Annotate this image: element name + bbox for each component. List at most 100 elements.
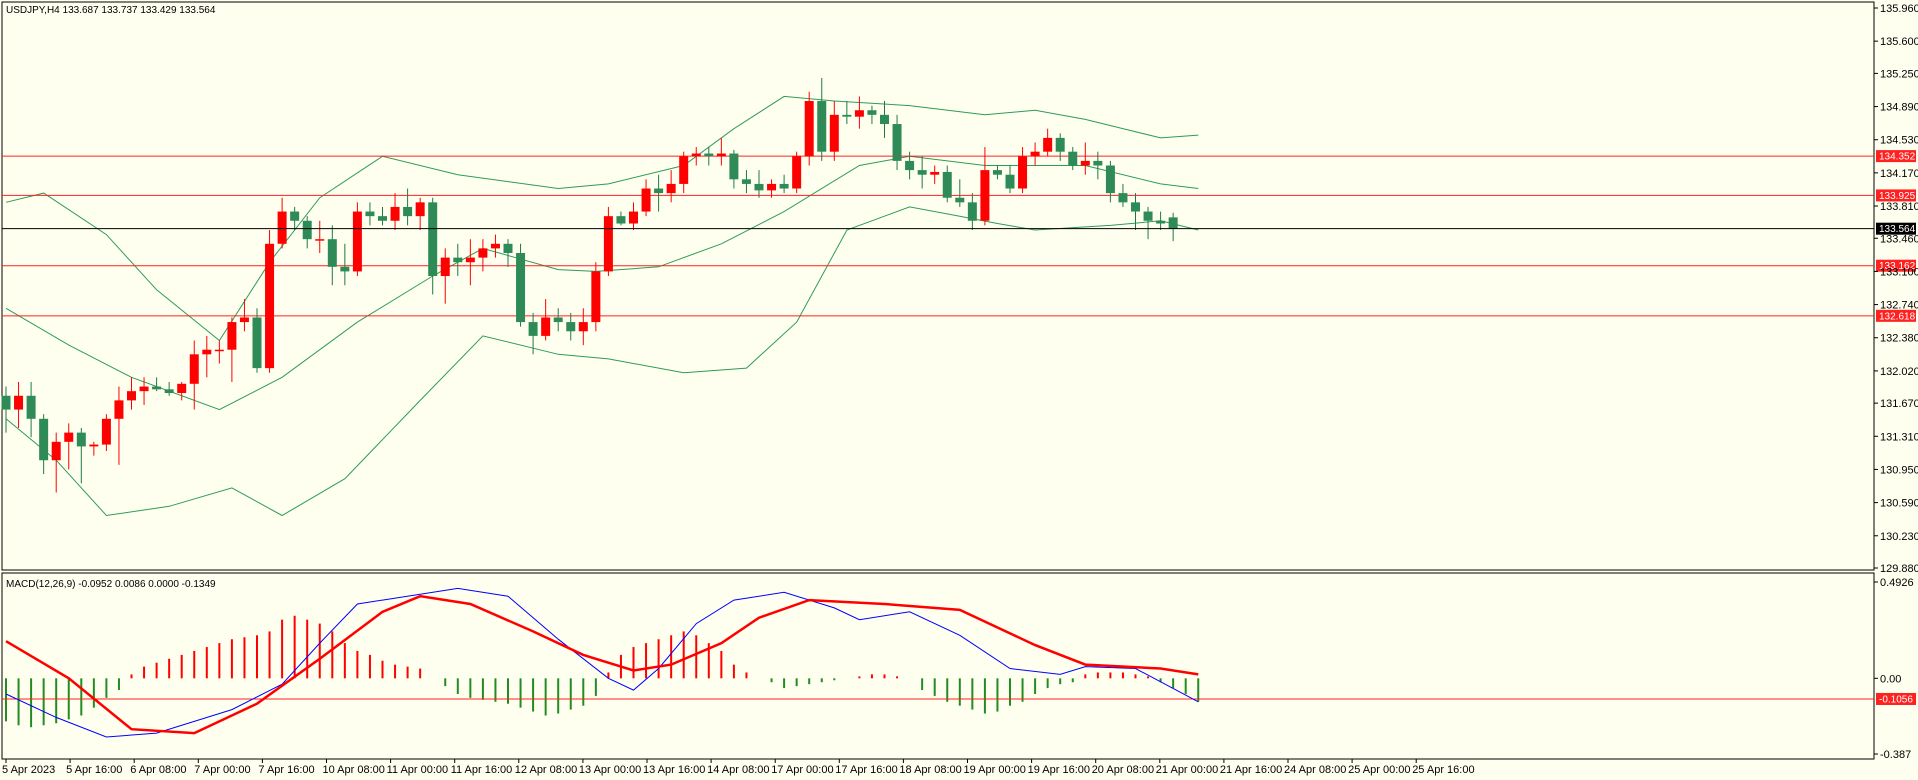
candle-body <box>164 389 174 393</box>
candle-body <box>189 354 199 384</box>
candle-body <box>566 322 576 332</box>
time-tick-label: 21 Apr 16:00 <box>1220 764 1282 776</box>
candles <box>1 78 1178 493</box>
candle-body <box>905 160 915 171</box>
bb-lower-line <box>5 206 1199 517</box>
candle-body <box>89 444 99 447</box>
candle-body <box>1105 165 1115 194</box>
time-tick-label: 19 Apr 00:00 <box>964 764 1026 776</box>
macd-main-line <box>5 587 1199 738</box>
time-tick-label: 5 Apr 16:00 <box>66 764 122 776</box>
candle-body <box>302 220 312 240</box>
candle-body <box>1168 217 1178 229</box>
candle-body <box>327 239 337 267</box>
candle-body <box>64 432 74 442</box>
candle-body <box>842 114 852 117</box>
level-tag-text-4: 132.618 <box>1879 311 1916 322</box>
time-tick-label: 10 Apr 08:00 <box>323 764 385 776</box>
candle-body <box>729 153 739 180</box>
level-tag-text-2: 133.925 <box>1879 191 1916 202</box>
candle-body <box>277 211 287 244</box>
candle-body <box>503 243 513 253</box>
candle-body <box>26 395 36 419</box>
candle-body <box>1080 160 1090 166</box>
price-panel <box>1 1 1875 571</box>
level-tag-3 <box>1876 259 1916 272</box>
time-tick-label: 25 Apr 16:00 <box>1412 764 1474 776</box>
candle-body <box>239 317 249 323</box>
candle-body <box>528 322 538 336</box>
current-price-line: 133.564 <box>2 222 1916 235</box>
candle-body <box>39 418 49 461</box>
candle-body <box>265 243 275 369</box>
candle-body <box>127 391 136 401</box>
candle-body <box>139 386 149 392</box>
candle-body <box>378 216 387 221</box>
price-tick-label: 132.740 <box>1880 300 1918 312</box>
candle-body <box>453 257 463 263</box>
level-tag-text-1: 134.352 <box>1879 152 1916 163</box>
price-axis: 135.960 135.600 135.250 134.890 134.530 134.1… <box>1874 3 1918 575</box>
price-tick-label: 129.880 <box>1880 563 1918 575</box>
time-tick-label: 17 Apr 00:00 <box>771 764 833 776</box>
candle-body <box>516 253 526 323</box>
candle-body <box>967 202 977 221</box>
macd-signal-line <box>5 594 1199 735</box>
time-tick-label: 7 Apr 16:00 <box>258 764 314 776</box>
symbol-header: USDJPY,H4 133.687 133.737 133.429 133.56… <box>6 5 216 16</box>
time-tick-label: 20 Apr 08:00 <box>1092 764 1154 776</box>
candle-body <box>880 114 889 125</box>
candle-body <box>1043 137 1053 152</box>
candle-body <box>817 101 827 152</box>
candle-body <box>478 248 488 258</box>
candle-body <box>716 153 726 157</box>
candle-body <box>340 266 350 272</box>
candle-body <box>679 156 689 184</box>
price-tick-label: 133.810 <box>1880 201 1918 213</box>
candle-body <box>691 153 701 157</box>
level-tag-4 <box>1876 309 1916 322</box>
macd-level-tag <box>1876 692 1916 705</box>
price-tick-label: 132.020 <box>1880 366 1918 378</box>
candle-body <box>541 317 551 336</box>
macd-level-tag-text: -0.1056 <box>1879 694 1913 705</box>
macd-header: MACD(12,26,9) -0.0952 0.0086 0.0000 -0.1… <box>6 579 216 590</box>
candle-body <box>214 349 224 352</box>
price-tick-label: 135.600 <box>1880 36 1918 48</box>
candle-body <box>315 239 325 241</box>
candle-body <box>980 170 990 221</box>
candle-body <box>1018 156 1028 189</box>
horizontal-levels[interactable]: 134.352 133.925 133.162 132.618 <box>2 150 1916 322</box>
price-tick-label: 134.530 <box>1880 135 1918 147</box>
candle-body <box>1055 137 1065 152</box>
candle-body <box>553 317 563 323</box>
candle-body <box>942 171 952 198</box>
level-tag-text-3: 133.162 <box>1879 261 1916 272</box>
candle-body <box>101 418 111 445</box>
candle-body <box>829 114 839 152</box>
candle-body <box>440 257 450 277</box>
time-tick-label: 19 Apr 16:00 <box>1028 764 1090 776</box>
price-tick-label: 130.230 <box>1880 531 1918 543</box>
candle-body <box>465 257 475 263</box>
time-tick-label: 11 Apr 16:00 <box>451 764 513 776</box>
candle-body <box>867 110 877 115</box>
candle-body <box>603 216 613 272</box>
candle-body <box>591 271 601 323</box>
candle-body <box>955 197 965 203</box>
candle-body <box>641 188 651 212</box>
candle-body <box>403 206 413 217</box>
candle-body <box>917 170 927 175</box>
price-tick-label: 131.310 <box>1880 431 1918 443</box>
time-tick-label: 7 Apr 00:00 <box>194 764 250 776</box>
candle-body <box>930 171 940 175</box>
candle-body <box>992 170 1002 175</box>
candle-body <box>14 395 24 410</box>
price-tick-label: 131.670 <box>1880 398 1918 410</box>
time-tick-label: 18 Apr 08:00 <box>899 764 961 776</box>
candle-body <box>792 156 802 189</box>
candle-body <box>1143 211 1153 221</box>
candle-body <box>1068 151 1078 166</box>
